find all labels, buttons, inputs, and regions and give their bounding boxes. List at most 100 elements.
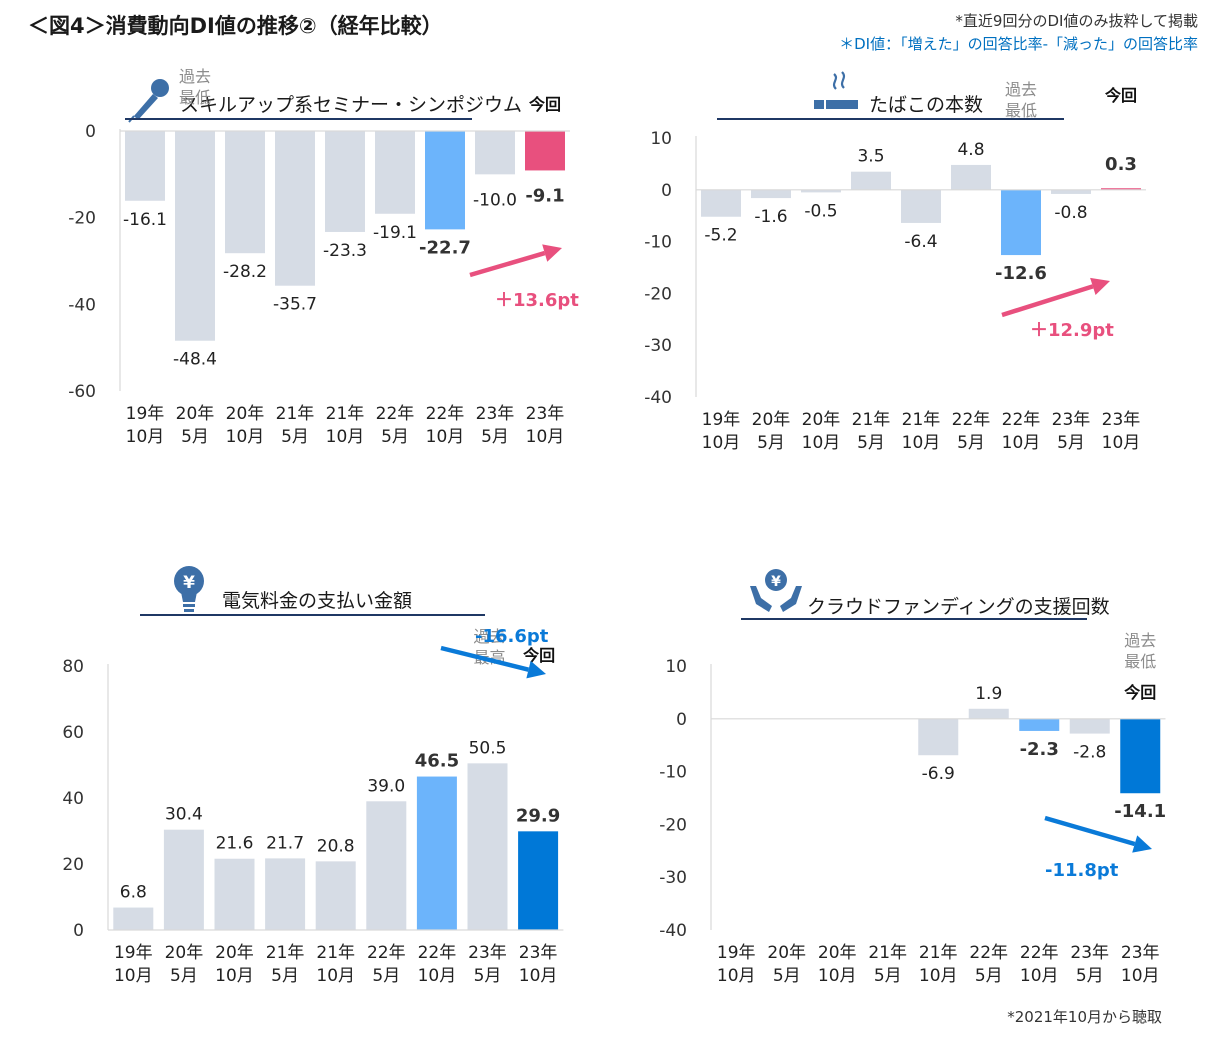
change-arrow: [440, 645, 530, 672]
x-tick-label: 22年: [367, 943, 406, 963]
bar: [751, 189, 791, 199]
x-tick-label: 19年: [717, 943, 756, 963]
y-tick-label: 0: [661, 181, 672, 201]
x-tick-label: 22年: [1020, 943, 1059, 963]
change-label: ＋13.6pt: [495, 290, 579, 311]
change-label: -16.6pt: [475, 626, 549, 647]
bar: [375, 131, 415, 214]
x-tick-label: 21年: [852, 410, 891, 430]
x-tick-label: 23年: [1121, 943, 1160, 963]
x-tick-label: 21年: [919, 943, 958, 963]
x-tick-label: 10月: [426, 427, 465, 447]
change-arrow-head: [542, 244, 562, 262]
x-tick-label: 5月: [1057, 433, 1085, 453]
title-underline: [741, 618, 1087, 620]
data-label: -48.4: [173, 350, 217, 370]
data-label: -0.8: [1054, 203, 1087, 223]
chart-title: 電気料金の支払い金額: [222, 590, 413, 612]
data-label: -23.3: [323, 241, 367, 261]
chart-panel-seminar: スキルアップ系セミナー・シンポジウム 0 -20 -40 -60 -16.1 19年 10月…: [0, 60, 600, 560]
x-tick-label: 10月: [902, 433, 941, 453]
change-arrow-head: [526, 660, 546, 679]
x-tick-label: 23年: [519, 943, 558, 963]
x-tick-label: 23年: [476, 404, 515, 424]
bar: [113, 907, 154, 930]
change-arrow: [1044, 815, 1136, 847]
x-tick-label: 10月: [702, 433, 741, 453]
change-arrow: [1001, 284, 1094, 318]
data-label: 50.5: [469, 738, 507, 758]
y-tick-label: -40: [68, 295, 96, 315]
x-tick-label: 22年: [376, 404, 415, 424]
data-label: 1.9: [975, 684, 1002, 704]
bar: [518, 831, 559, 930]
bar: [416, 776, 457, 930]
x-tick-label: 22年: [426, 404, 465, 424]
current-callout: 今回: [1104, 86, 1137, 105]
data-label: -5.2: [704, 226, 737, 246]
y-tick-label: 40: [62, 789, 84, 809]
data-label: -16.1: [123, 210, 167, 230]
x-tick-label: 10月: [919, 966, 958, 986]
bar: [475, 131, 515, 175]
x-tick-label: 10月: [1020, 966, 1059, 986]
x-tick-label: 10月: [326, 427, 365, 447]
data-label: -9.1: [525, 185, 564, 206]
x-tick-label: 10月: [519, 966, 558, 986]
y-tick-label: 80: [62, 657, 84, 677]
record-callout: 過去: [473, 627, 505, 646]
x-tick-label: 10月: [114, 966, 153, 986]
x-tick-label: 21年: [868, 943, 907, 963]
x-tick-label: 22年: [952, 410, 991, 430]
data-label: 39.0: [367, 776, 405, 796]
plot-area: 80 60 40 20 0 6.8 19年 10月 30.4 20年 5月 21.6 20年 10月 21.…: [62, 626, 564, 986]
x-tick-label: 10月: [1002, 433, 1041, 453]
y-tick-label: 60: [62, 723, 84, 743]
x-tick-label: 5月: [381, 427, 409, 447]
change-arrow-head: [1090, 277, 1110, 295]
title-underline: [140, 614, 485, 616]
data-label: 30.4: [165, 805, 203, 825]
change-arrow-head: [1132, 835, 1152, 853]
bar: [1069, 718, 1110, 734]
record-callout: 過去: [179, 67, 211, 86]
y-tick-label: -30: [644, 336, 672, 356]
x-tick-label: 5月: [1076, 966, 1104, 986]
plot-area: 0 -20 -40 -60 -16.1 19年 10月 -48.4 20年 5月 -28.2 20年 1…: [68, 67, 579, 447]
bar: [366, 801, 407, 930]
x-tick-label: 21年: [902, 410, 941, 430]
record-callout: 最低: [179, 88, 211, 107]
bar-chart: 10 0 -10 -20 -30 -40 19年 10月 20年 5月 20年 10月 21年 5月 -6.…: [659, 631, 1166, 986]
data-label: -1.6: [754, 207, 787, 227]
bar: [175, 131, 215, 341]
plot-area: 10 0 -10 -20 -30 -40 19年 10月 20年 5月 20年 10月 21年 5月 -6.…: [659, 631, 1166, 986]
svg-text:¥: ¥: [183, 573, 195, 593]
data-label: -22.7: [419, 237, 471, 258]
x-tick-label: 5月: [857, 433, 885, 453]
x-tick-label: 10月: [215, 966, 254, 986]
record-callout: 最低: [1005, 101, 1037, 120]
x-tick-label: 5月: [874, 966, 902, 986]
x-tick-label: 19年: [114, 943, 153, 963]
di-definition-note: ＊DI値：「増えた」の回答比率-「減った」の回答比率: [839, 35, 1198, 53]
y-tick-label: -30: [659, 868, 687, 888]
x-tick-label: 20年: [802, 410, 841, 430]
bar: [951, 164, 991, 190]
data-label: 29.9: [516, 805, 560, 826]
x-tick-label: 22年: [1002, 410, 1041, 430]
data-label: -28.2: [223, 262, 267, 282]
data-label: -2.8: [1073, 743, 1106, 763]
data-note: *直近9回分のDI値のみ抜粋して掲載: [955, 12, 1198, 30]
data-label: -6.4: [904, 232, 937, 252]
bar: [315, 861, 356, 930]
chart-title: たばこの本数: [869, 94, 984, 116]
x-tick-label: 10月: [316, 966, 355, 986]
x-tick-label: 23年: [1070, 943, 1109, 963]
x-tick-label: 10月: [418, 966, 457, 986]
x-tick-label: 23年: [1102, 410, 1141, 430]
x-tick-label: 20年: [215, 943, 254, 963]
bar-chart: 0 -20 -40 -60 -16.1 19年 10月 -48.4 20年 5月 -28.2 20年 1…: [68, 67, 579, 447]
record-callout: 過去: [1124, 631, 1156, 650]
data-label: 21.7: [266, 833, 304, 853]
yen-lightbulb-icon: ¥: [174, 566, 204, 612]
